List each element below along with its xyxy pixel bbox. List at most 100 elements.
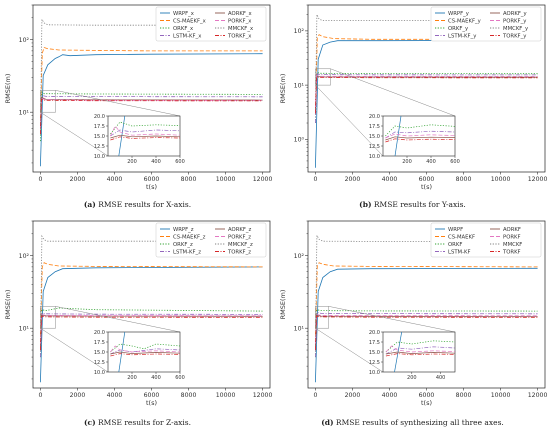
legend-entry: LSTM-KF_x bbox=[173, 34, 201, 40]
zoom-connector bbox=[315, 84, 384, 157]
series-line-LSTM-KF_z bbox=[40, 312, 263, 358]
series-line-ORKF_z bbox=[40, 307, 263, 358]
y-tick-label: 10² bbox=[294, 253, 305, 260]
inset-y-tick-label: 12.5 bbox=[94, 144, 105, 150]
y-axis-label: RMSE(m) bbox=[279, 290, 287, 320]
series-line-WRPF bbox=[315, 267, 538, 383]
legend-entry: ORKF_x bbox=[173, 26, 193, 32]
legend-entry: ORKF_y bbox=[448, 26, 468, 32]
inset-series-line bbox=[394, 116, 402, 156]
y-axis-label: RMSE(m) bbox=[279, 74, 287, 104]
series-line-TORKF bbox=[315, 316, 538, 351]
inset-frame bbox=[382, 115, 456, 157]
x-tick-label: 0 bbox=[313, 176, 317, 183]
inset-y-tick-label: 15.0 bbox=[94, 350, 105, 356]
series-line-WRPF_y bbox=[315, 39, 538, 168]
legend-entry: ORKF_z bbox=[173, 242, 193, 248]
inset-y-tick-label: 17.5 bbox=[369, 124, 380, 130]
inset-x-tick-label: 200 bbox=[127, 375, 137, 381]
inset-series-line bbox=[110, 125, 180, 137]
inset-series-line bbox=[385, 346, 455, 355]
inset-x-tick-label: 400 bbox=[436, 375, 446, 381]
inset-series-line bbox=[385, 124, 455, 137]
x-axis-label: t(s) bbox=[146, 399, 157, 407]
inset-y-tick-label: 20.0 bbox=[369, 114, 380, 120]
zoom-connector bbox=[328, 306, 456, 333]
inset-y-tick-label: 15.0 bbox=[94, 134, 105, 140]
legend-entry: AORKF_z bbox=[228, 227, 252, 233]
legend bbox=[430, 6, 542, 42]
inset-y-tick-label: 10.0 bbox=[94, 370, 105, 376]
legend-entry: TORKF_z bbox=[227, 250, 251, 256]
inset-series-line bbox=[110, 351, 180, 355]
x-tick-label: 8000 bbox=[181, 392, 197, 399]
x-tick-label: 4000 bbox=[382, 176, 398, 183]
inset-y-tick-label: 17.5 bbox=[369, 340, 380, 346]
caption-c: (c) RMSE results for Z-axis. bbox=[83, 418, 192, 427]
inset-series-line bbox=[118, 116, 126, 156]
series-line-MMCKF bbox=[315, 233, 538, 351]
x-tick-label: 12000 bbox=[528, 176, 548, 183]
series-line-MMCKF_y bbox=[315, 14, 538, 114]
series-line-PORKF_y bbox=[315, 75, 538, 114]
zoom-region bbox=[40, 90, 56, 113]
y-axis-label: RMSE(m) bbox=[4, 74, 12, 104]
x-axis-label: t(s) bbox=[421, 183, 432, 191]
x-tick-label: 4000 bbox=[382, 392, 398, 399]
legend-entry: WRPF_y bbox=[448, 11, 469, 17]
legend-entry: LSTM-KF bbox=[448, 250, 471, 256]
inset-x-tick-label: 600 bbox=[175, 159, 185, 165]
x-tick-label: 10000 bbox=[216, 392, 236, 399]
chart-c: 0 2000 4000 6000 8000 10000 12000 10¹ 10² t(s) RMS… bbox=[4, 220, 272, 407]
inset-y-tick-label: 12.5 bbox=[369, 144, 380, 150]
zoom-connector bbox=[40, 327, 109, 373]
x-tick-label: 12000 bbox=[528, 392, 548, 399]
legend-entry: MMCKF_z bbox=[228, 242, 253, 248]
inset-y-tick-label: 15.0 bbox=[369, 350, 380, 356]
inset-series-line bbox=[110, 343, 180, 353]
legend-entry: WRPF_z bbox=[173, 227, 194, 233]
inset-series-line bbox=[110, 136, 180, 141]
inset-x-tick-label: 400 bbox=[426, 159, 436, 165]
x-axis-label: t(s) bbox=[146, 183, 157, 191]
inset-series-line bbox=[385, 133, 455, 139]
inset-series-line bbox=[385, 136, 455, 141]
inset-series-line bbox=[110, 353, 180, 357]
zoom-connector bbox=[55, 90, 181, 117]
legend-entry: MMCKF bbox=[503, 242, 522, 248]
caption-d: (d) RMSE results of synthesizing all thr… bbox=[321, 418, 504, 427]
legend-entry: PORKF_z bbox=[228, 235, 251, 241]
inset-frame bbox=[382, 331, 456, 373]
series-line-WRPF_x bbox=[40, 53, 263, 167]
series-line-CS-MAEKF_y bbox=[315, 34, 538, 114]
legend-entry: AORKF bbox=[503, 227, 521, 233]
x-tick-label: 6000 bbox=[144, 176, 160, 183]
x-tick-label: 6000 bbox=[419, 392, 435, 399]
x-tick-label: 10000 bbox=[491, 392, 511, 399]
series-line-CS-MAEKF bbox=[315, 262, 538, 336]
inset-y-tick-label: 12.5 bbox=[94, 360, 105, 366]
legend-entry: TORKF_x bbox=[227, 34, 251, 40]
chart-a: 0 2000 4000 6000 8000 10000 12000 10¹ 10² t(s) RMS… bbox=[4, 4, 272, 191]
inset-y-tick-label: 17.5 bbox=[94, 124, 105, 130]
series-line-PORKF_z bbox=[40, 313, 263, 351]
legend-entry: PORKF_x bbox=[228, 19, 251, 25]
legend-entry: WRPF_x bbox=[173, 11, 194, 17]
zoom-region bbox=[40, 306, 56, 329]
legend-entry: CS-MAEKF_z bbox=[173, 235, 206, 241]
legend-entry: CS-MAEKF_x bbox=[173, 19, 206, 25]
series-line-TORKF_y bbox=[315, 76, 538, 114]
series-line-WRPF_z bbox=[40, 266, 263, 383]
y-tick-label: 10¹ bbox=[294, 325, 305, 332]
y-tick-label: 10¹ bbox=[19, 109, 30, 116]
inset-y-tick-label: 10.0 bbox=[369, 154, 380, 160]
inset-series-line bbox=[110, 134, 180, 139]
zoom-connector bbox=[315, 327, 384, 373]
series-line-AORKF_y bbox=[315, 75, 538, 114]
series-line-MMCKF_x bbox=[40, 18, 263, 135]
x-tick-label: 6000 bbox=[144, 392, 160, 399]
inset-series-line bbox=[110, 345, 180, 353]
inset-x-tick-label: 200 bbox=[402, 159, 412, 165]
legend bbox=[155, 6, 267, 42]
